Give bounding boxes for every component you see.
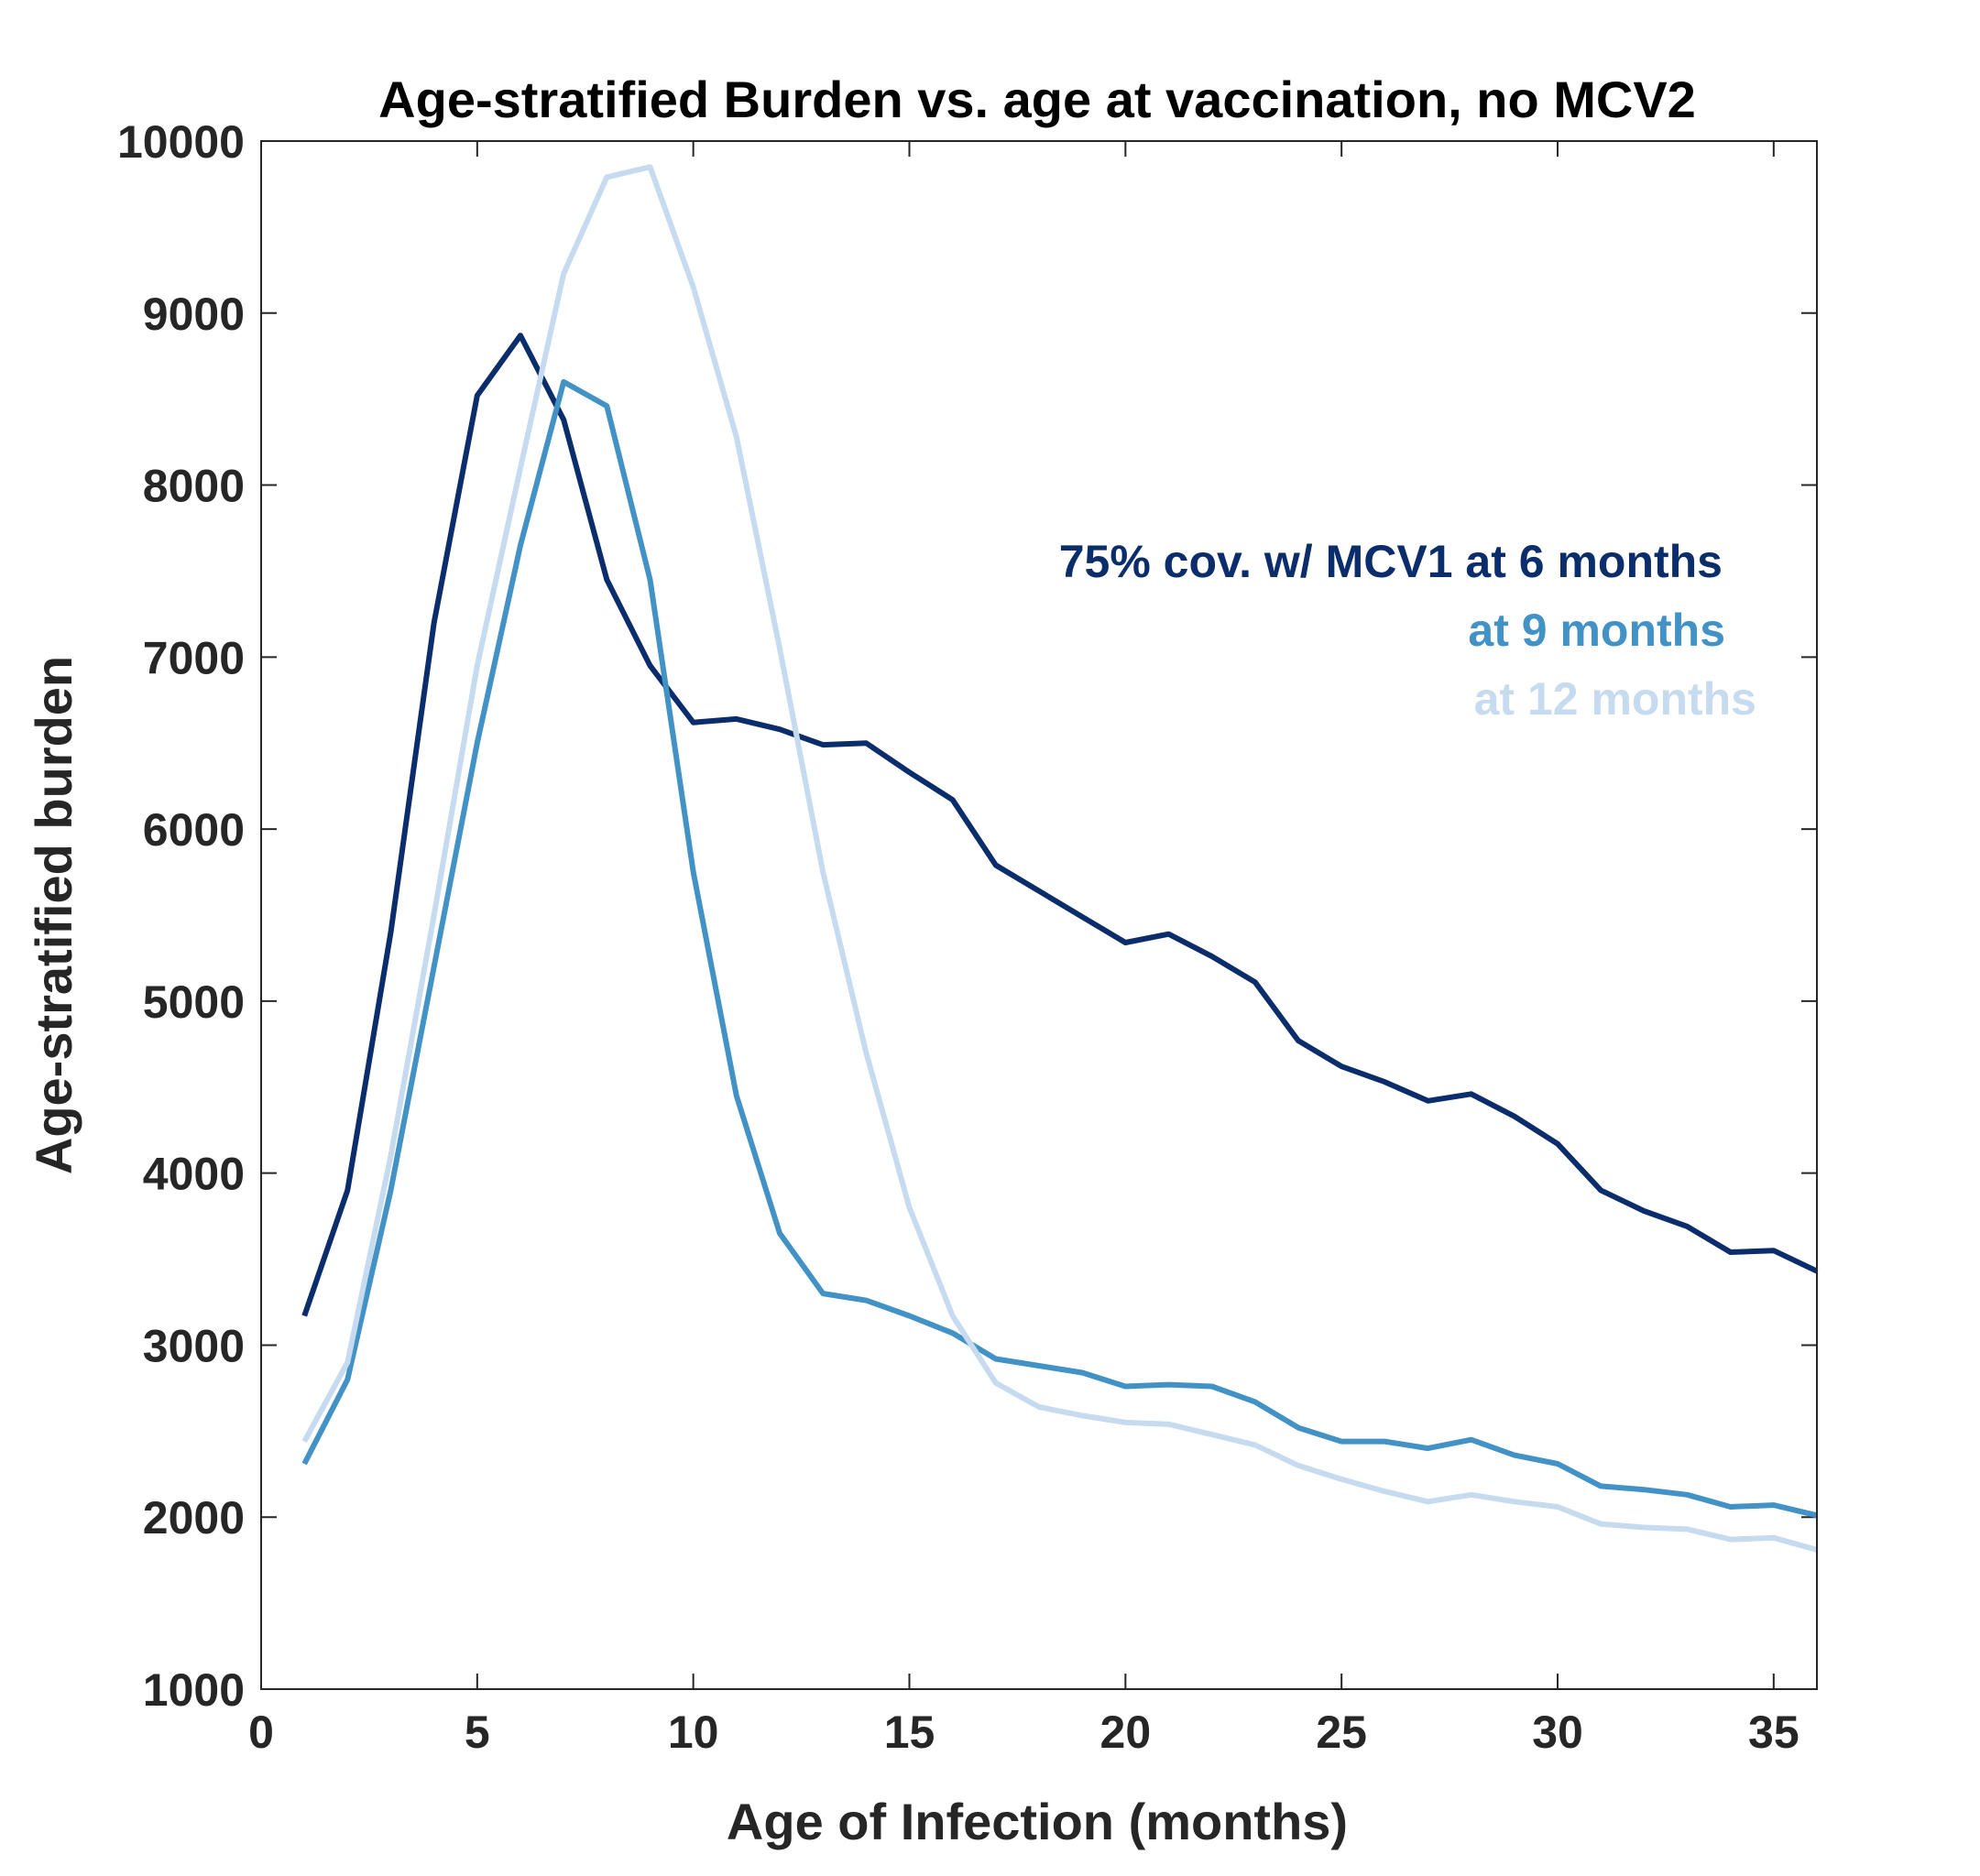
legend: 75% cov. w/ MCV1 at 6 months at 9 months…: [1059, 536, 1756, 725]
legend-entry-9-months: at 9 months: [1468, 605, 1725, 656]
data-series: [301, 164, 1819, 1553]
plot-area-frame: [260, 140, 1818, 1690]
y-tick-label: 1000: [143, 1664, 245, 1716]
x-tick-label: 15: [884, 1707, 935, 1758]
legend-entry-12-months: at 12 months: [1474, 673, 1756, 725]
y-tick-label: 7000: [143, 632, 245, 683]
x-tick-label: 30: [1532, 1707, 1583, 1758]
y-tick-label: 6000: [143, 804, 245, 856]
series-line-12-months: [301, 164, 1818, 1553]
x-tick-label: 5: [465, 1707, 490, 1758]
y-tick-label: 10000: [117, 116, 245, 168]
y-tick-label: 2000: [143, 1492, 245, 1543]
x-tick-label: 25: [1316, 1707, 1367, 1758]
x-tick-label: 10: [668, 1707, 719, 1758]
y-tick-label: 9000: [143, 289, 245, 340]
axis-ticks: 0 5 10 15 20 25 30 35 1000 2000 3000 4000 5000 6000 70…: [117, 116, 1817, 1758]
y-tick-label: 3000: [143, 1320, 245, 1371]
y-tick-label: 5000: [143, 976, 245, 1028]
x-axis-label: Age of Infection (months): [727, 1793, 1348, 1850]
y-tick-label: 4000: [143, 1149, 245, 1200]
y-axis-label: Age-stratified burden: [25, 656, 82, 1174]
x-tick-label: 35: [1748, 1707, 1800, 1758]
chart-title: Age-stratified Burden vs. age at vaccina…: [378, 71, 1696, 128]
x-tick-label: 20: [1100, 1707, 1152, 1758]
x-tick-label: 0: [248, 1707, 274, 1758]
series-line-9-months: [301, 378, 1818, 1519]
legend-entry-6-months: 75% cov. w/ MCV1 at 6 months: [1059, 536, 1723, 587]
y-tick-label: 8000: [143, 461, 245, 512]
